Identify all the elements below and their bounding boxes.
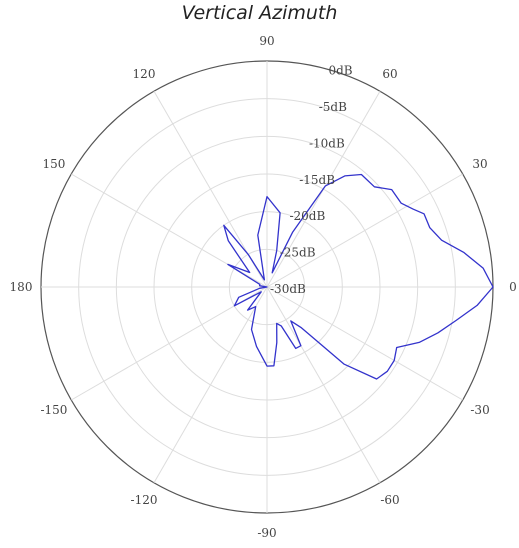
angle-tick-label: 60 [382, 67, 397, 81]
angle-tick-label: -30 [470, 403, 489, 417]
grid-spoke [266, 286, 381, 483]
angle-tick-label: 120 [133, 67, 156, 81]
radial-tick-label: -20dB [289, 209, 325, 223]
radial-tick-label: -15dB [299, 173, 335, 187]
grid-spoke [266, 173, 463, 288]
radial-tick-label: -25dB [280, 246, 316, 260]
angle-tick-label: -90 [257, 526, 276, 540]
radial-tick-label: -30dB [270, 282, 306, 296]
radial-tick-label: -5dB [319, 100, 347, 114]
angle-tick-label: 150 [43, 157, 66, 171]
series-layer [223, 173, 494, 380]
angle-tick-label: -150 [40, 403, 67, 417]
angle-tick-label: 0 [509, 280, 517, 294]
radial-tick-label: 0dB [328, 64, 352, 78]
angle-tick-label: -60 [380, 493, 399, 507]
angle-tick-label: 180 [10, 280, 33, 294]
grid-spoke [153, 286, 268, 483]
angle-tick-label: 90 [259, 34, 274, 48]
angle-tick-labels: 0 30 60 90 120 150 180 -150 -120 -90 -60 -30 [10, 34, 517, 540]
series-line [223, 173, 494, 380]
grid-spoke [266, 286, 463, 401]
radial-tick-labels: 0dB -5dB -10dB -15dB -20dB -25dB -30dB [270, 64, 353, 296]
angle-tick-label: 30 [472, 157, 487, 171]
radial-tick-label: -10dB [309, 136, 345, 150]
angle-tick-label: -120 [131, 493, 158, 507]
chart-title: Vertical Azimuth [181, 2, 338, 24]
